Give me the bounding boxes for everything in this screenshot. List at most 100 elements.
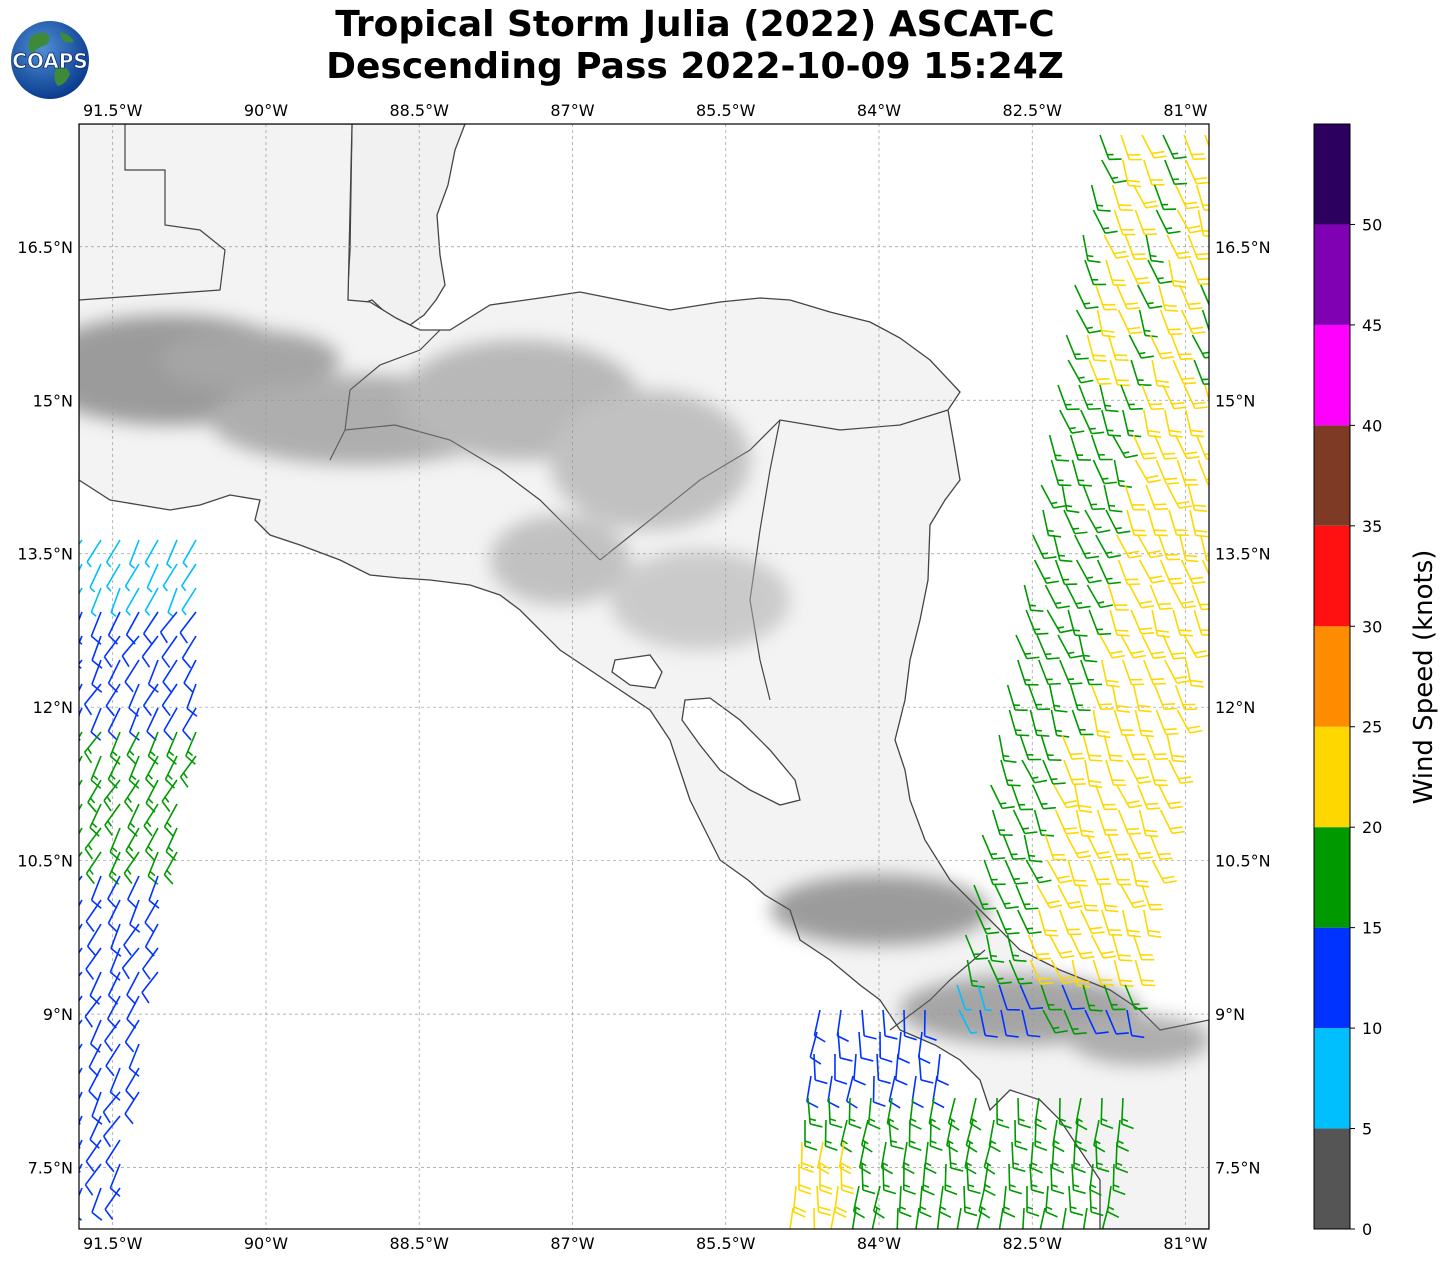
wind-barb bbox=[161, 635, 178, 668]
wind-barb bbox=[127, 875, 140, 909]
wind-barb bbox=[1111, 934, 1133, 962]
wind-barb bbox=[1053, 534, 1073, 563]
wind-barb bbox=[1137, 284, 1163, 309]
wind-barb bbox=[104, 1019, 121, 1052]
lat-label: 16.5°N bbox=[17, 238, 73, 257]
wind-barb bbox=[1126, 509, 1147, 537]
wind-barb bbox=[1116, 284, 1140, 310]
wind-barb bbox=[79, 635, 83, 669]
lat-label: 9°N bbox=[43, 1005, 73, 1024]
wind-barb bbox=[103, 635, 121, 668]
wind-barb bbox=[908, 1119, 922, 1152]
wind-barb bbox=[1120, 384, 1143, 411]
wind-barb bbox=[121, 947, 140, 980]
wind-barb bbox=[1180, 309, 1206, 335]
wind-barb bbox=[124, 659, 140, 693]
wind-barb bbox=[1038, 659, 1061, 686]
wind-barb bbox=[1111, 184, 1133, 212]
wind-barb bbox=[1023, 584, 1044, 612]
wind-barb bbox=[183, 659, 197, 693]
colorbar-bin bbox=[1314, 726, 1350, 828]
lon-label: 88.5°W bbox=[389, 101, 449, 120]
lat-labels-left: 16.5°N 15°N 13.5°N 12°N 10.5°N 9°N 7.5°N bbox=[17, 238, 73, 1178]
wind-barb bbox=[1080, 409, 1105, 435]
wind-barb bbox=[1195, 184, 1209, 211]
wind-barb bbox=[1032, 534, 1057, 560]
wind-barb bbox=[1149, 334, 1175, 360]
colorbar-tick-label: 20 bbox=[1362, 818, 1382, 837]
wind-barb bbox=[1075, 809, 1095, 838]
wind-barb bbox=[128, 755, 140, 789]
wind-barb bbox=[179, 611, 197, 644]
wind-barb bbox=[102, 1091, 121, 1124]
wind-barb bbox=[1101, 909, 1123, 936]
wind-barb bbox=[107, 875, 121, 909]
wind-barb bbox=[917, 1031, 931, 1064]
wind-barb bbox=[126, 971, 140, 1005]
wind-barb bbox=[834, 1053, 848, 1085]
lon-label: 91.5°W bbox=[83, 101, 143, 120]
wind-barb bbox=[1107, 834, 1131, 861]
wind-barb bbox=[84, 995, 102, 1028]
wind-barb bbox=[91, 1091, 103, 1125]
wind-barb bbox=[991, 809, 1013, 837]
wind-barb bbox=[922, 1163, 935, 1196]
lat-label: 9°N bbox=[1215, 1005, 1245, 1024]
lat-labels-right: 16.5°N 15°N 13.5°N 12°N 10.5°N 9°N 7.5°N bbox=[1215, 238, 1271, 1178]
wind-barb bbox=[1111, 434, 1138, 459]
wind-barb bbox=[125, 827, 140, 861]
wind-barb bbox=[988, 1119, 1001, 1153]
wind-barb bbox=[1059, 909, 1082, 936]
wind-barb bbox=[79, 563, 83, 572]
colorbar-bin bbox=[1314, 1128, 1350, 1229]
wind-barb bbox=[91, 635, 103, 669]
wind-barb bbox=[1147, 759, 1169, 787]
wind-barb bbox=[1078, 634, 1098, 663]
wind-barb bbox=[1084, 259, 1107, 286]
wind-barb bbox=[1006, 934, 1027, 963]
colorbar-tick-label: 25 bbox=[1362, 718, 1382, 737]
wind-barb bbox=[1170, 334, 1194, 361]
wind-barb bbox=[1137, 534, 1164, 559]
wind-barb bbox=[1172, 609, 1193, 637]
wind-barb bbox=[1105, 759, 1127, 787]
wind-barb bbox=[1026, 1185, 1040, 1217]
wind-barb bbox=[83, 683, 102, 716]
wind-barb bbox=[985, 934, 1005, 963]
wind-barb bbox=[1122, 409, 1142, 438]
wind-barb bbox=[144, 539, 159, 568]
wind-barb bbox=[1099, 384, 1119, 413]
wind-barb bbox=[144, 755, 159, 789]
wind-barb bbox=[1063, 1009, 1087, 1035]
wind-barb bbox=[882, 1009, 898, 1040]
wind-barb bbox=[1128, 834, 1154, 860]
lat-label: 15°N bbox=[1215, 391, 1255, 410]
wind-barb bbox=[102, 1115, 121, 1148]
wind-barb bbox=[1103, 734, 1124, 762]
wind-barb bbox=[128, 539, 140, 569]
wind-barb bbox=[1170, 584, 1197, 609]
wind-barb bbox=[1109, 359, 1131, 387]
colorbar-tick-label: 5 bbox=[1362, 1120, 1372, 1139]
wind-barb bbox=[124, 1091, 140, 1125]
wind-barb bbox=[1057, 634, 1083, 659]
wind-barb bbox=[1084, 1009, 1109, 1035]
wind-barb bbox=[1048, 434, 1070, 462]
wind-barb bbox=[1017, 909, 1042, 935]
wind-barb bbox=[1107, 334, 1129, 362]
wind-barb bbox=[1050, 709, 1070, 738]
wind-barb bbox=[1080, 659, 1103, 686]
wind-barb bbox=[1000, 759, 1021, 787]
wind-barb bbox=[1117, 559, 1141, 586]
wind-barb bbox=[1040, 484, 1067, 509]
lon-label: 81°W bbox=[1163, 101, 1207, 120]
wind-barbs bbox=[79, 134, 1209, 1229]
wind-barb bbox=[789, 1207, 794, 1229]
wind-barb bbox=[1008, 959, 1033, 985]
wind-barb bbox=[141, 971, 159, 1004]
wind-barb bbox=[1145, 484, 1169, 511]
wind-barb bbox=[800, 1141, 814, 1173]
wind-barb bbox=[79, 755, 83, 789]
wind-barb bbox=[1105, 1009, 1129, 1035]
wind-barb bbox=[79, 731, 83, 739]
